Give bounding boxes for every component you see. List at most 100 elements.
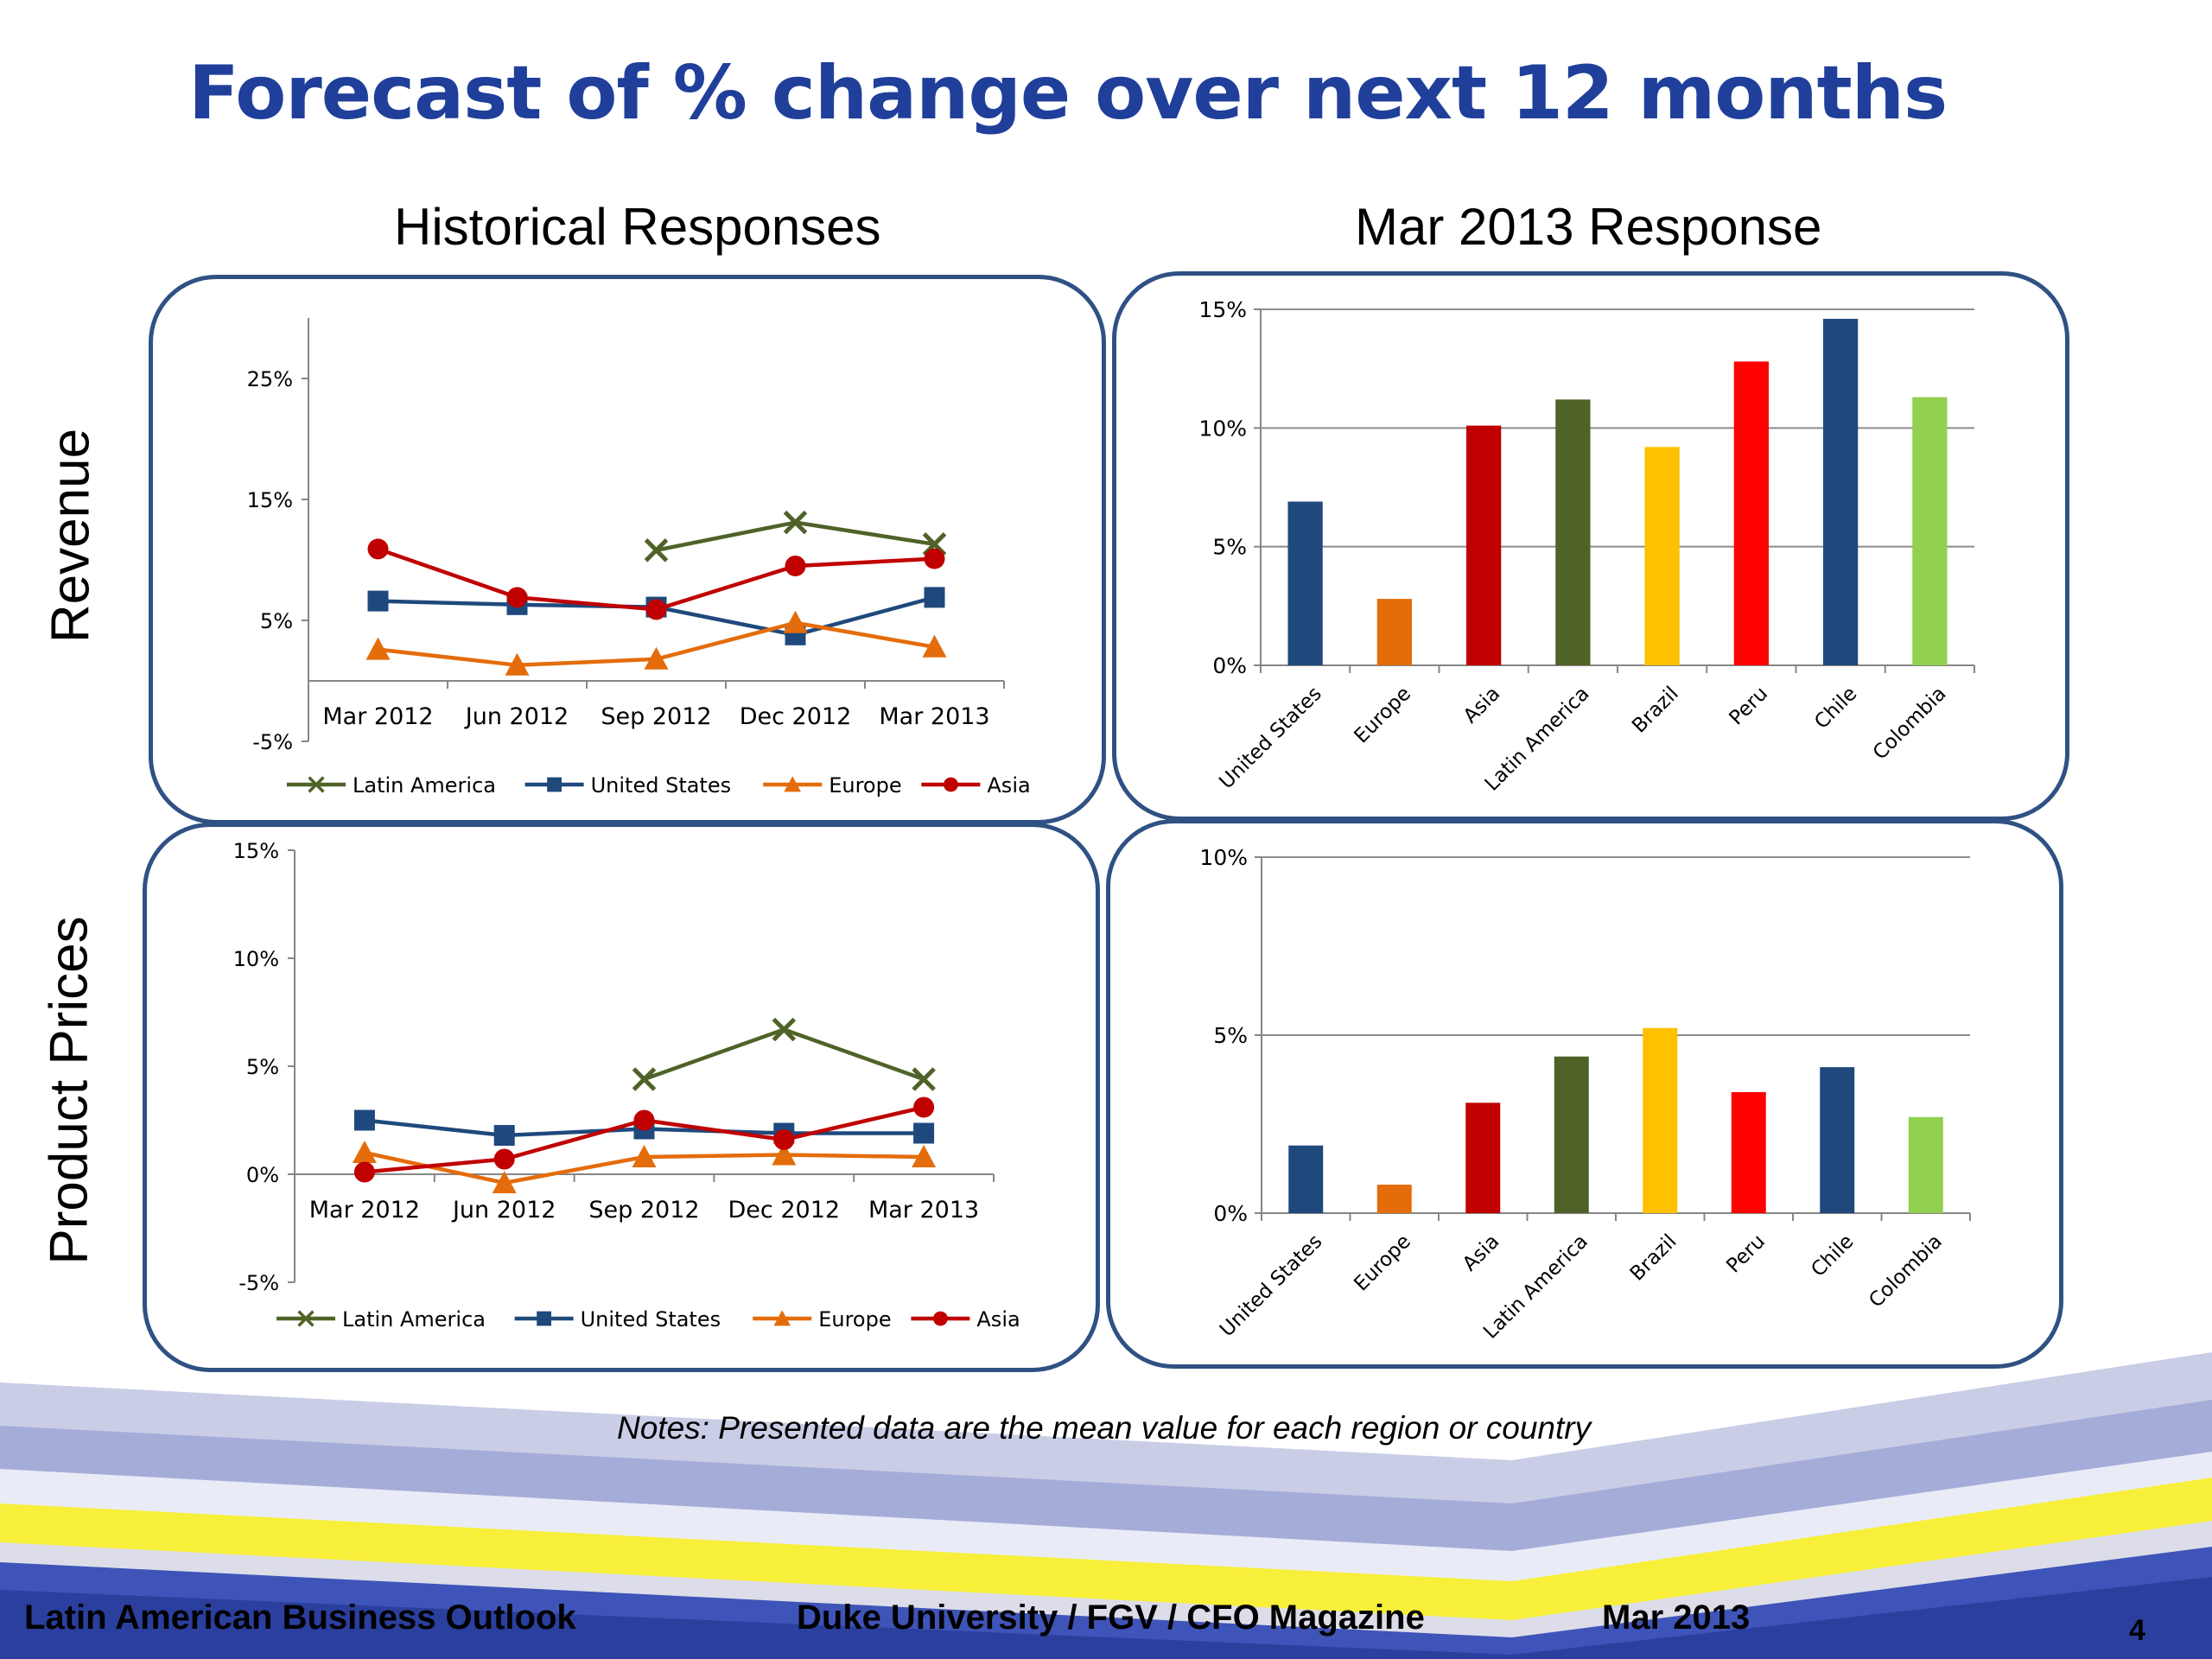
footer-banner xyxy=(0,1352,2212,1659)
legend-item: Europe xyxy=(763,773,902,798)
legend: Latin America United States Europe Asia xyxy=(287,773,1031,798)
legend-label: United States xyxy=(581,1307,721,1332)
data-point xyxy=(352,1141,377,1163)
y-tick-label: 5% xyxy=(246,1055,279,1079)
bar-asia xyxy=(1465,1103,1501,1213)
data-point xyxy=(633,1109,655,1131)
page-number: 4 xyxy=(2129,1614,2145,1647)
bar-colombia xyxy=(1908,1116,1943,1213)
column-header-current: Mar 2013 Response xyxy=(1355,198,1822,256)
y-tick-label: 0% xyxy=(1213,1201,1248,1226)
x-tick-label: Peru xyxy=(1726,683,1773,730)
y-tick-label: 15% xyxy=(247,488,293,512)
x-tick-label: Mar 2012 xyxy=(309,1197,420,1224)
footer-date: Mar 2013 xyxy=(1602,1599,1751,1637)
data-point xyxy=(922,634,947,658)
x-tick-label: Brazil xyxy=(1626,1230,1681,1286)
legend-item: Europe xyxy=(753,1307,892,1332)
x-tick-label: Asia xyxy=(1459,1230,1503,1275)
prices-historical-panel xyxy=(143,823,1100,1372)
legend-item: Asia xyxy=(921,773,1031,798)
x-tick-label: Asia xyxy=(1459,683,1504,728)
data-point xyxy=(367,590,389,612)
legend-label: Latin America xyxy=(353,773,496,798)
x-tick-label: Mar 2013 xyxy=(868,1197,979,1224)
y-tick-label: -5% xyxy=(252,730,293,754)
legend-label: Asia xyxy=(976,1307,1020,1332)
row-label-product-prices: Product Prices xyxy=(39,916,99,1265)
series-europe xyxy=(352,1141,937,1193)
x-tick-label: United States xyxy=(1215,683,1326,794)
x-tick-label: United States xyxy=(1216,1230,1327,1342)
x-tick-label: Peru xyxy=(1722,1230,1770,1278)
bar-brazil xyxy=(1644,447,1680,665)
bar-united-states xyxy=(1287,501,1323,665)
legend-marker xyxy=(537,1311,551,1326)
y-tick-label: 10% xyxy=(1199,845,1248,870)
y-tick-label: 5% xyxy=(260,609,293,633)
revenue-historical-chart: -5% 5% 15% 25% Mar 2012 Jun 2012 Sep 2012 Dec 2… xyxy=(247,318,1031,798)
x-tick-label: Mar 2012 xyxy=(322,703,433,730)
x-tick-label: Europe xyxy=(1350,1230,1415,1296)
y-tick-label: 10% xyxy=(1198,416,1247,441)
series-asia xyxy=(367,538,945,620)
data-point xyxy=(783,610,808,633)
x-tick-label: Colombia xyxy=(1865,1230,1947,1313)
legend-label: Latin America xyxy=(342,1307,486,1332)
data-point xyxy=(353,1109,375,1131)
prices-historical-chart: -5% 0% 5% 10% 15% Mar 2012 Jun 2012 Sep 2012 Dec… xyxy=(233,839,1020,1332)
series-line xyxy=(643,1027,925,1082)
row-label-revenue: Revenue xyxy=(41,428,101,644)
bar-chile xyxy=(1822,318,1859,665)
data-point xyxy=(913,1122,935,1144)
legend-label: United States xyxy=(591,773,732,798)
y-tick-label: 15% xyxy=(233,839,279,863)
x-tick-label: Chile xyxy=(1810,683,1861,734)
bar-europe xyxy=(1376,1185,1412,1213)
legend: Latin America United States Europe Asia xyxy=(276,1307,1020,1332)
data-point xyxy=(645,599,667,620)
footer-center: Duke University / FGV / CFO Magazine xyxy=(797,1599,1425,1637)
x-tick-label: Colombia xyxy=(1869,683,1951,765)
data-point xyxy=(912,1145,937,1167)
bar-europe xyxy=(1376,599,1413,665)
y-tick-label: 15% xyxy=(1198,297,1247,322)
data-point xyxy=(493,1148,515,1170)
column-header-historical: Historical Responses xyxy=(394,198,881,256)
data-point xyxy=(783,510,808,535)
x-tick-label: Jun 2012 xyxy=(464,703,569,730)
data-point xyxy=(785,556,806,576)
legend-item: United States xyxy=(514,1307,721,1332)
y-tick-label: 5% xyxy=(1212,535,1247,560)
y-tick-label: 10% xyxy=(233,947,279,971)
series-europe xyxy=(365,610,947,676)
data-point xyxy=(773,1129,795,1150)
legend-label: Europe xyxy=(829,773,901,798)
y-tick-label: 25% xyxy=(247,367,293,391)
x-tick-label: Dec 2012 xyxy=(728,1197,841,1224)
series-asia xyxy=(353,1096,935,1183)
legend-marker xyxy=(933,1311,948,1326)
y-tick-label: -5% xyxy=(238,1271,279,1295)
data-point xyxy=(632,1145,657,1167)
y-tick-label: 5% xyxy=(1213,1023,1248,1048)
data-point xyxy=(772,1017,797,1042)
x-tick-label: Europe xyxy=(1351,683,1416,748)
data-point xyxy=(912,1067,936,1091)
series-latin-america xyxy=(644,510,947,563)
legend-marker xyxy=(944,777,958,792)
x-tick-label: Dec 2012 xyxy=(740,703,852,730)
y-tick-label: 0% xyxy=(1212,653,1247,678)
legend-marker xyxy=(547,777,562,792)
y-tick-label: 0% xyxy=(246,1163,279,1187)
bar-united-states xyxy=(1288,1145,1324,1213)
bar-brazil xyxy=(1643,1027,1678,1213)
data-point xyxy=(367,538,389,560)
data-point xyxy=(492,1171,517,1193)
data-point xyxy=(772,1142,797,1166)
data-point xyxy=(924,587,945,608)
legend-marker xyxy=(297,1310,315,1327)
notes: Notes: Presented data are the mean value… xyxy=(617,1410,1592,1446)
